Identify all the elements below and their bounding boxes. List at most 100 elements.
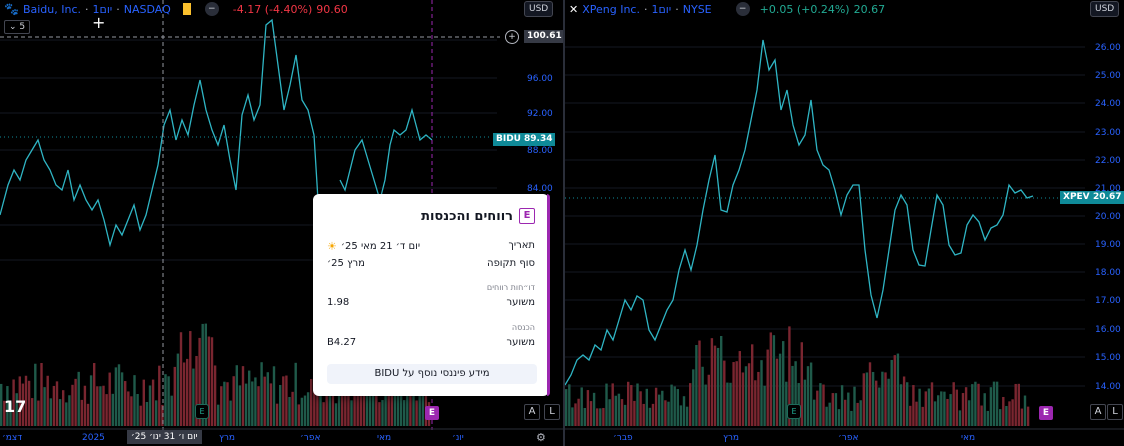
volume-bar [151, 379, 155, 426]
volume-bar [223, 381, 226, 426]
volume-bar [933, 401, 937, 426]
volume-bar [937, 395, 940, 426]
volume-bar [729, 382, 732, 426]
x-axis-tick: מאי [377, 433, 391, 443]
volume-bar [689, 383, 692, 426]
y-axis-tick: 26.00 [1095, 43, 1121, 53]
volume-bar [108, 372, 111, 426]
volume-bar [813, 399, 816, 426]
volume-bar [645, 388, 648, 426]
volume-bar [409, 390, 412, 426]
auto-scale-button[interactable]: A [1090, 404, 1106, 420]
volume-bar [201, 323, 204, 426]
volume-bar [772, 335, 776, 426]
y-axis-tick: 14.00 [1095, 382, 1121, 392]
earnings-badge[interactable]: E [425, 406, 439, 420]
volume-bar [291, 391, 294, 426]
volume-bar [800, 342, 803, 426]
volume-bar [254, 377, 257, 426]
period-value: מרץ 25׳ [327, 258, 365, 269]
volume-bar [164, 374, 167, 426]
volume-bar [825, 406, 828, 426]
currency-selector[interactable]: USD [1090, 1, 1120, 17]
volume-bar [161, 404, 164, 426]
volume-bar [763, 385, 766, 426]
price-line-segment [339, 107, 433, 203]
y-axis-tick: 18.00 [1095, 268, 1121, 278]
flag-icon[interactable] [182, 3, 191, 15]
symbol-name[interactable]: Baidu, Inc. [22, 2, 82, 16]
settings-gear-icon[interactable]: ⚙ [536, 431, 546, 444]
volume-bar [424, 378, 428, 426]
volume-bar [257, 386, 260, 426]
interval-collapse-button[interactable]: ⌄ 5 [4, 20, 31, 34]
volume-bar [658, 394, 661, 426]
minus-icon[interactable]: − [204, 2, 219, 16]
volume-bar [334, 403, 338, 426]
volume-bar [620, 399, 624, 426]
volume-bar [648, 407, 652, 426]
x-axis-tick: מרץ [723, 433, 739, 443]
volume-bar [390, 391, 393, 426]
currency-selector[interactable]: USD [524, 1, 554, 17]
volume-bar [955, 389, 958, 426]
right-chart-canvas[interactable]: 26.00 25.00 24.00 23.00 22.00 21.00 20.00 19.00… [565, 0, 1124, 446]
left-chart-canvas[interactable]: 96.00 92.00 88.00 84.00 דצמ׳ 2025 מרץ אפר׳ מאי יו… [0, 0, 563, 446]
volume-bar [685, 406, 689, 426]
left-chart-pane[interactable]: 96.00 92.00 88.00 84.00 דצמ׳ 2025 מרץ אפר׳ מאי יו… [0, 0, 563, 446]
more-financials-button[interactable]: מידע פיננסי נוסף על BIDU [327, 364, 537, 384]
volume-bar [195, 355, 198, 426]
volume-bar [698, 340, 701, 426]
right-chart-pane[interactable]: 26.00 25.00 24.00 23.00 22.00 21.00 20.00 19.00… [565, 0, 1124, 446]
volume-bar [18, 376, 21, 426]
log-scale-button[interactable]: L [1107, 404, 1123, 420]
volume-bar [611, 383, 614, 426]
volume-bar [139, 405, 142, 426]
minus-icon[interactable]: − [735, 2, 750, 16]
volume-bar [43, 387, 46, 426]
log-scale-button[interactable]: L [544, 404, 560, 420]
y-axis-tick: 15.00 [1095, 353, 1121, 363]
volume-bar [887, 378, 890, 426]
volume-bar [238, 385, 242, 426]
earnings-badge[interactable]: E [1039, 406, 1053, 420]
volume-bar [375, 369, 378, 426]
volume-bar [980, 405, 983, 426]
y-axis-tick: 21.00 [1095, 184, 1121, 194]
period-label: סוף תקופה [487, 258, 535, 269]
volume-bar [592, 392, 596, 426]
volume-bar [682, 396, 686, 426]
volume-bar [136, 393, 139, 426]
baidu-logo-icon: 🐾 [4, 2, 19, 16]
y-axis-tick: 25.00 [1095, 71, 1121, 81]
volume-bar [673, 386, 676, 426]
volume-bar [881, 371, 884, 426]
volume-bar [46, 375, 49, 426]
earnings-marker[interactable]: E [787, 404, 801, 419]
date-value: יום ד׳ 21 מאי 25׳ [340, 241, 421, 252]
volume-bar [710, 338, 714, 426]
exchange-label: NASDAQ [123, 2, 171, 16]
interval-label[interactable]: 1יום [651, 2, 672, 16]
volume-bar [337, 385, 341, 426]
volume-bar [747, 363, 751, 426]
volume-bar [102, 385, 105, 426]
volume-bar [0, 383, 3, 426]
date-label: תאריך [508, 240, 535, 251]
volume-bar [856, 402, 859, 426]
pane-divider[interactable] [563, 0, 565, 446]
volume-bar [859, 400, 862, 426]
volume-bar [844, 399, 847, 426]
volume-bar [275, 403, 279, 426]
interval-label[interactable]: 1יום [92, 2, 113, 16]
auto-scale-button[interactable]: A [524, 404, 540, 420]
volume-bar [974, 381, 977, 426]
tradingview-logo[interactable]: 17 [4, 397, 27, 416]
earnings-marker[interactable]: E [195, 404, 209, 419]
y-axis-tick: 16.00 [1095, 325, 1121, 335]
symbol-price-tag-name: XPEV [1060, 191, 1093, 204]
plus-circle-icon[interactable]: + [505, 30, 519, 44]
symbol-name[interactable]: XPeng Inc. [582, 2, 640, 16]
y-axis-tick: 19.00 [1095, 240, 1121, 250]
volume-bar [220, 386, 223, 426]
